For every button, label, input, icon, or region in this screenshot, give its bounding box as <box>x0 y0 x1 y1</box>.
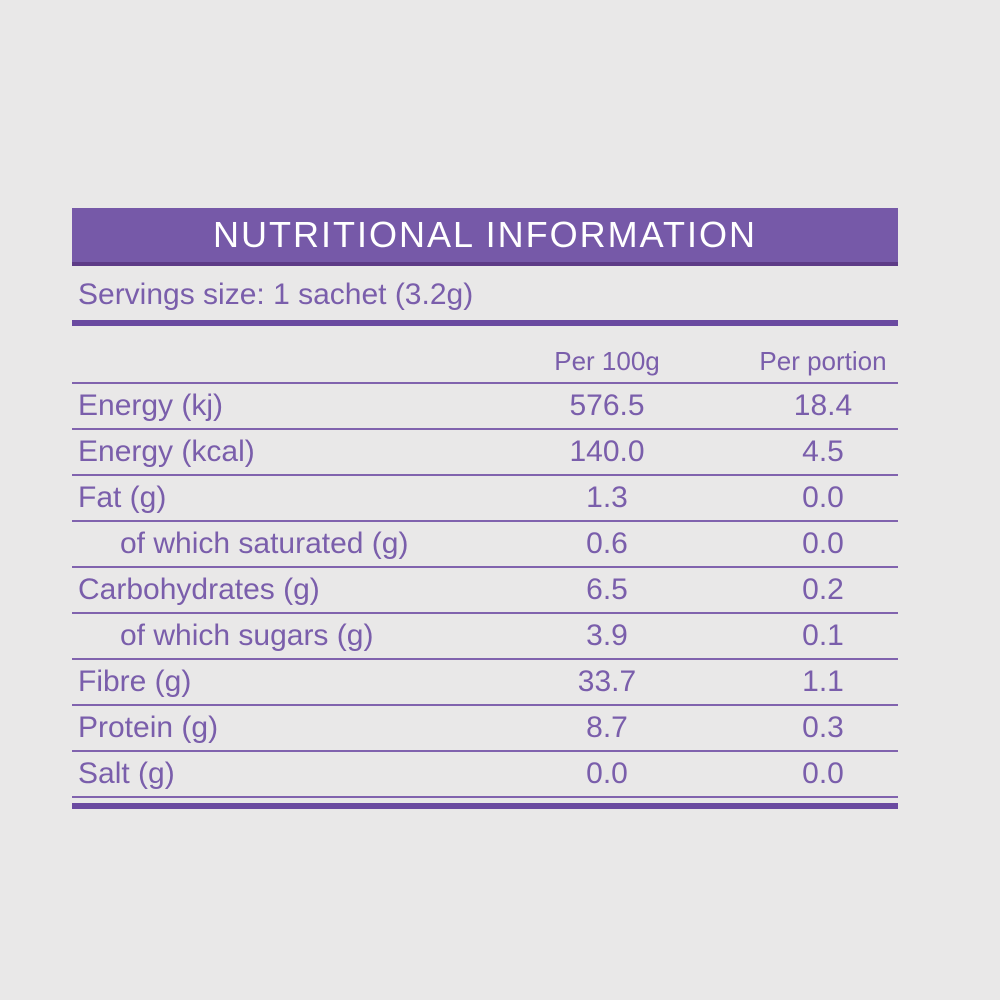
row-label: Fat (g) <box>78 481 167 514</box>
row-label: Energy (kj) <box>78 389 224 422</box>
row-label: of which saturated (g) <box>120 527 409 560</box>
table-row-sugars: of which sugars (g) 3.9 0.1 <box>72 614 898 660</box>
table-row-energy-kj: Energy (kj) 576.5 18.4 <box>72 384 898 430</box>
row-value-per-portion: 0.1 <box>802 619 844 652</box>
header-per-portion: Per portion <box>759 345 887 376</box>
nutrition-label-panel: NUTRITIONAL INFORMATION Servings size: 1… <box>72 208 898 809</box>
nutrition-banner: NUTRITIONAL INFORMATION <box>72 208 898 266</box>
row-value-per-100g: 1.3 <box>586 481 628 514</box>
row-value-per-100g: 8.7 <box>586 711 628 744</box>
servings-size-text: Servings size: 1 sachet (3.2g) <box>78 278 474 311</box>
header-per-100g: Per 100g <box>554 345 660 376</box>
row-value-per-portion: 0.3 <box>802 711 844 744</box>
row-value-per-100g: 0.0 <box>586 757 628 790</box>
table-row-carbohydrates: Carbohydrates (g) 6.5 0.2 <box>72 568 898 614</box>
row-value-per-100g: 3.9 <box>586 619 628 652</box>
row-label: Protein (g) <box>78 711 219 744</box>
table-row-fat: Fat (g) 1.3 0.0 <box>72 476 898 522</box>
row-value-per-100g: 140.0 <box>569 435 645 468</box>
table-row-fibre: Fibre (g) 33.7 1.1 <box>72 660 898 706</box>
divider-thick-top <box>72 320 898 326</box>
row-value-per-portion: 4.5 <box>802 435 844 468</box>
row-value-per-100g: 0.6 <box>586 527 628 560</box>
row-value-per-portion: 0.0 <box>802 757 844 790</box>
row-value-per-100g: 6.5 <box>586 573 628 606</box>
row-value-per-portion: 1.1 <box>802 665 844 698</box>
row-value-per-portion: 0.0 <box>802 481 844 514</box>
table-row-saturated: of which saturated (g) 0.6 0.0 <box>72 522 898 568</box>
table-row-energy-kcal: Energy (kcal) 140.0 4.5 <box>72 430 898 476</box>
row-value-per-portion: 0.0 <box>802 527 844 560</box>
row-value-per-100g: 576.5 <box>569 389 645 422</box>
row-label: Fibre (g) <box>78 665 192 698</box>
row-label: of which sugars (g) <box>120 619 374 652</box>
nutrition-banner-title: NUTRITIONAL INFORMATION <box>213 214 757 255</box>
table-row-salt: Salt (g) 0.0 0.0 <box>72 752 898 798</box>
divider-thick-bottom <box>72 803 898 809</box>
table-row-protein: Protein (g) 8.7 0.3 <box>72 706 898 752</box>
row-label: Salt (g) <box>78 757 175 790</box>
table-header-row: Per 100g Per portion <box>72 326 898 384</box>
row-label: Carbohydrates (g) <box>78 573 320 606</box>
row-value-per-portion: 18.4 <box>793 389 853 422</box>
row-label: Energy (kcal) <box>78 435 255 468</box>
row-value-per-100g: 33.7 <box>577 665 637 698</box>
row-value-per-portion: 0.2 <box>802 573 844 606</box>
